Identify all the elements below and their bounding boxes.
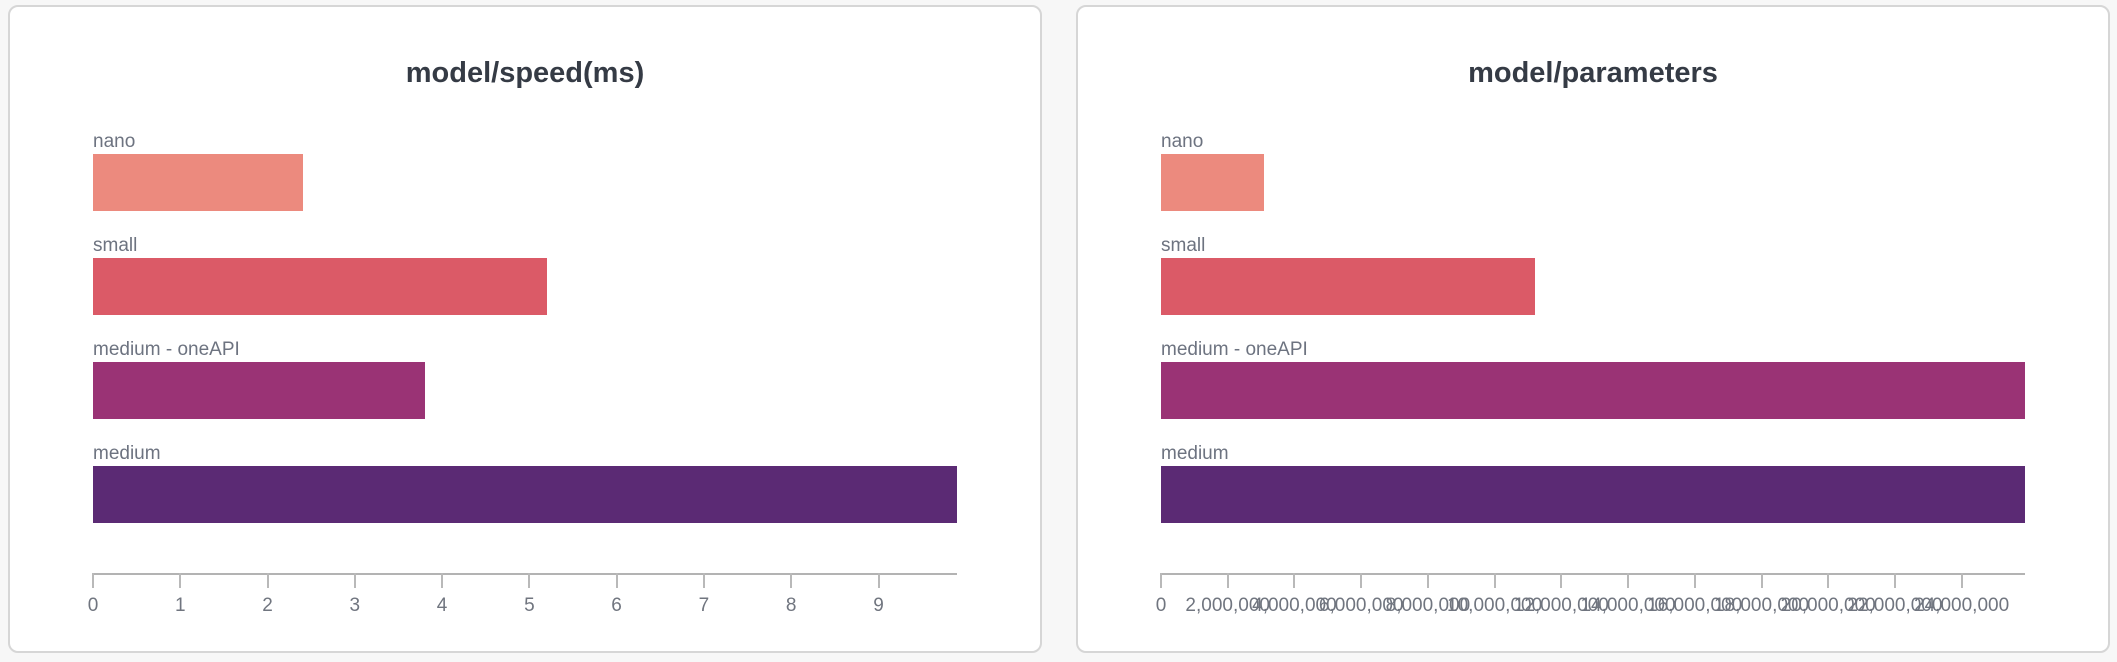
axis-tick — [877, 573, 880, 588]
bar-label: small — [93, 235, 138, 256]
axis-tick — [1293, 573, 1296, 588]
bar[interactable] — [1161, 362, 2025, 419]
axis-tick — [1627, 573, 1629, 588]
bar[interactable] — [93, 362, 425, 419]
axis-tick — [1693, 573, 1696, 588]
axis-tick-label: 12,000,000 — [1513, 595, 1609, 616]
axis-tick-label: 0 — [1155, 595, 1167, 616]
bar-label: medium — [93, 443, 161, 464]
bar-row: small — [1161, 235, 2025, 315]
axis-tick-label: 8 — [785, 595, 797, 616]
axis-tick-label: 24,000,000 — [1914, 595, 2010, 616]
chart-title: model/speed(ms) — [405, 57, 645, 89]
speed-chart-card: model/speed(ms) nano small medium - oneAPI… — [8, 5, 1042, 653]
axis-tick — [615, 573, 618, 588]
parameters-chart-card: model/parameters nano small medium - oneAP… — [1076, 5, 2110, 653]
bar[interactable] — [1161, 466, 2025, 523]
bar-row: nano — [1161, 131, 2025, 211]
chart-title: model/parameters — [1468, 57, 1718, 89]
bar-row: medium - oneAPI — [93, 339, 957, 419]
axis-tick — [1560, 573, 1563, 588]
axis-tick — [441, 573, 444, 588]
x-axis: 0 2,000,000 4,000,000 6,000,000 8,000,000 10,… — [1156, 573, 2025, 633]
axis-tick — [1827, 573, 1830, 588]
axis-tick-label: 18,000,000 — [1713, 595, 1810, 616]
axis-tick-label: 4,000,000 — [1252, 595, 1337, 616]
axis-tick-label: 8,000,000 — [1385, 595, 1471, 616]
bar-rows: nano small medium - oneAPI medium — [93, 131, 957, 547]
bar-row: small — [93, 235, 957, 315]
bar-rows: nano small medium - oneAPI medium — [1161, 131, 2025, 547]
axis-tick-label: 1 — [175, 595, 186, 616]
bar-label: nano — [93, 131, 136, 152]
bar-row: medium — [1161, 443, 2025, 523]
bar-row: nano — [93, 131, 957, 211]
axis-tick-label: 16,000,000 — [1647, 595, 1743, 616]
axis-tick — [528, 573, 531, 588]
bar-label: medium - oneAPI — [1161, 339, 1308, 360]
axis-tick — [1360, 573, 1363, 588]
axis-tick — [1493, 573, 1496, 588]
axis-tick-label: 9 — [873, 595, 884, 616]
axis-tick — [1760, 573, 1763, 588]
axis-tick — [353, 573, 356, 588]
bar-row: medium - oneAPI — [1161, 339, 2025, 419]
axis-tick-label: 10,000,000 — [1447, 595, 1543, 616]
axis-tick — [702, 573, 705, 588]
axis-tick — [1893, 573, 1896, 588]
axis-tick — [1426, 573, 1429, 588]
bar[interactable] — [1161, 154, 1265, 211]
axis-tick-label: 5 — [524, 595, 535, 616]
axis-tick-label: 6 — [611, 595, 622, 616]
bar-row: medium — [93, 443, 957, 523]
axis-tick — [1226, 573, 1229, 588]
axis-tick-label: 2,000,000 — [1185, 595, 1270, 616]
axis-tick-label: 3 — [349, 595, 361, 616]
axis-tick — [179, 573, 182, 588]
axis-tick — [790, 573, 793, 588]
axis-tick — [266, 573, 269, 588]
axis-tick-label: 4 — [436, 595, 448, 616]
x-axis-line — [93, 573, 957, 575]
axis-tick-label: 6,000,000 — [1318, 595, 1404, 616]
bar-label: small — [1161, 235, 1206, 256]
x-axis-line — [1161, 573, 2025, 575]
axis-tick-label: 14,000,000 — [1580, 595, 1676, 616]
bar[interactable] — [93, 258, 547, 315]
axis-tick-label: 22,000,000 — [1847, 595, 1943, 616]
bar-label: medium - oneAPI — [93, 339, 240, 360]
bar[interactable] — [1161, 258, 1535, 315]
bar[interactable] — [93, 466, 957, 523]
axis-tick-label: 20,000,000 — [1780, 595, 1876, 616]
axis-tick-label: 0 — [87, 595, 99, 616]
axis-tick — [1960, 573, 1963, 588]
bar-label: medium — [1161, 443, 1229, 464]
axis-tick — [92, 573, 94, 588]
bar-label: nano — [1161, 131, 1204, 152]
x-axis: 0 1 2 3 4 5 6 7 8 9 — [88, 573, 957, 633]
axis-tick-label: 2 — [262, 595, 273, 616]
axis-tick — [1160, 573, 1162, 588]
axis-tick-label: 7 — [698, 595, 710, 616]
bar[interactable] — [93, 154, 303, 211]
